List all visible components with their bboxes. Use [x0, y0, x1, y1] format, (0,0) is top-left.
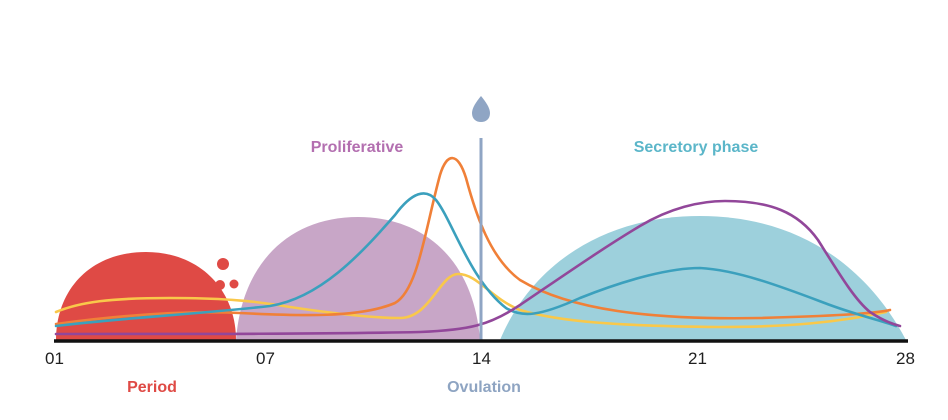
tick-label-21: 21	[688, 349, 707, 368]
secretory-phase-label: Secretory phase	[634, 139, 759, 156]
blood-drop-medium	[215, 280, 225, 290]
ovulation-label: Ovulation	[447, 379, 521, 396]
tick-label-07: 07	[256, 349, 275, 368]
curve-blue	[54, 192, 898, 328]
curve-orange	[54, 156, 892, 326]
tick-label-01: 01	[45, 349, 64, 368]
period-dome	[56, 252, 236, 340]
period-label: Period	[127, 379, 177, 396]
curve-purple	[54, 199, 902, 336]
axis-tick-labels: 01 07 14 21 28	[45, 349, 915, 368]
blood-drop-large	[217, 258, 229, 270]
tick-label-14: 14	[472, 349, 491, 368]
blood-drop-icon	[215, 258, 239, 290]
hormone-curves	[54, 156, 902, 336]
proliferative-label: Proliferative	[311, 139, 404, 156]
proliferative-dome	[236, 217, 480, 340]
tick-label-28: 28	[896, 349, 915, 368]
egg-drop-icon	[472, 96, 490, 122]
curve-yellow	[54, 272, 888, 329]
blood-drop-small	[229, 279, 239, 289]
ovulation-marker	[472, 96, 490, 340]
